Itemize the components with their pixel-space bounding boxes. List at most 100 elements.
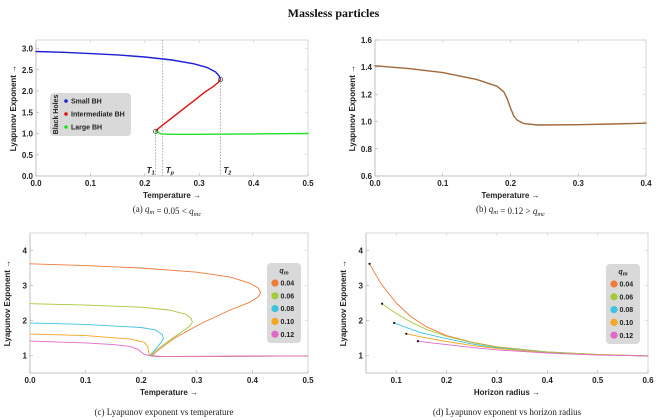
legend-title: Black Holes	[53, 95, 60, 135]
x-axis-label: Temperature →	[481, 191, 539, 200]
figure-caption: (c) Lyapunov exponent vs temperature	[95, 407, 234, 417]
series-line-small-bh	[35, 50, 222, 81]
y-tick-label: 3	[359, 282, 364, 291]
figure-caption: (b) qm = 0.12 > qmc	[476, 204, 545, 218]
y-tick-label: 4	[23, 247, 28, 256]
plot-frame	[29, 232, 309, 374]
legend-label: 0.12	[281, 332, 295, 339]
legend-label: 0.04	[281, 281, 295, 288]
series-line-0-06	[29, 303, 309, 358]
legend-swatch	[271, 292, 279, 300]
legend-title: qm	[618, 269, 627, 278]
legend-swatch	[271, 330, 279, 338]
y-axis-label: Lyapunov Exponent →	[9, 65, 18, 151]
y-tick-label: 1	[359, 352, 364, 361]
legend-swatch	[610, 306, 618, 314]
y-tick-label: 1.5	[22, 108, 34, 117]
marker-label-tp: Tp	[166, 166, 175, 177]
x-tick-label: 0.4	[247, 376, 259, 385]
series-start-point	[393, 321, 396, 325]
y-tick-label: 0.8	[361, 145, 373, 154]
legend-label: 0.10	[620, 320, 634, 327]
legend-swatch	[610, 280, 618, 288]
x-tick-label: 0.2	[505, 179, 517, 188]
x-tick-label: 0.2	[136, 376, 148, 385]
figure-caption: (d) Lyapunov exponent vs horizon radius	[433, 407, 582, 417]
series-start-point	[381, 302, 384, 305]
marker-label-t1: T1	[147, 166, 155, 177]
series-line-q-m-0-12	[374, 65, 647, 126]
x-tick-label: 0.0	[30, 179, 42, 188]
x-tick-label: 0.5	[302, 179, 314, 188]
x-tick-label: 0.1	[437, 179, 449, 188]
y-tick-label: 1.0	[361, 118, 373, 127]
legend-swatch	[610, 293, 618, 301]
x-tick-label: 0.5	[592, 376, 604, 385]
series-start-point	[405, 332, 408, 335]
series-line-0-12	[417, 340, 649, 357]
legend-qm: qm 0.04 0.06 0.08 0.10 0.12	[606, 264, 640, 344]
legend-label: Large BH	[71, 125, 102, 132]
x-axis-label: Temperature →	[143, 191, 201, 200]
y-tick-label: 0.5	[22, 151, 34, 160]
y-axis-label: Lyapunov Exponent →	[339, 260, 348, 346]
series-start-point	[416, 340, 419, 343]
legend-swatch	[64, 99, 68, 103]
y-tick-label: 0.0	[22, 172, 34, 181]
legend-black-holes: Black Holes Small BH Intermediate BH Large …	[50, 93, 131, 136]
x-tick-label: 0.5	[302, 376, 314, 385]
y-tick-label: 1.0	[22, 130, 34, 139]
chart-c: 0.0 0.1 0.2 0.3 0.4 0.5 1 2 3 4 Temperature → Lyapu…	[3, 232, 314, 417]
legend-box	[50, 93, 131, 136]
x-tick-label: 0.4	[640, 179, 652, 188]
chart-a: 0.0 0.1 0.2 0.3 0.4 0.5 0.0 0.5 1.0 1.5 2.0 2.5 3.0 T…	[9, 39, 314, 218]
legend-label: 0.12	[620, 333, 634, 340]
legend-swatch	[64, 112, 68, 116]
legend-label: 0.04	[620, 282, 634, 289]
legend-label: Small BH	[71, 99, 102, 106]
legend-label: Intermediate BH	[71, 112, 125, 119]
y-tick-label: 2	[359, 317, 364, 326]
figure-title: Massless particles	[287, 6, 380, 20]
series-line-0-08	[29, 322, 309, 358]
legend-title: qm	[279, 268, 288, 277]
x-axis-label: Horizon radius →	[474, 388, 540, 397]
x-tick-label: 0.1	[391, 376, 403, 385]
legend-swatch	[610, 331, 618, 339]
legend-label: 0.08	[620, 307, 634, 314]
series-line-0-10	[29, 333, 309, 358]
y-tick-label: 1	[23, 352, 28, 361]
series-line-0-12	[29, 340, 309, 357]
x-tick-label: 0.3	[573, 179, 585, 188]
x-tick-label: 0.1	[80, 376, 92, 385]
y-tick-label: 2	[23, 317, 28, 326]
y-tick-label: 4	[359, 247, 364, 256]
chart-b: 0.0 0.1 0.2 0.3 0.4 0.6 0.8 1.0 1.2 1.4 1.6 Tempera…	[348, 36, 652, 218]
legend-swatch	[271, 317, 279, 325]
critical-point-marker	[153, 128, 159, 134]
x-axis-label: Temperature →	[140, 388, 198, 397]
x-tick-label: 0.4	[542, 376, 554, 385]
legend-swatch	[271, 279, 279, 287]
x-tick-label: 0.2	[139, 179, 151, 188]
y-tick-label: 1.6	[361, 36, 373, 45]
plot-frame	[365, 232, 649, 374]
y-tick-label: 1.2	[361, 90, 373, 99]
series-line-intermediate-bh	[154, 78, 222, 133]
x-tick-label: 0.3	[191, 376, 203, 385]
marker-label-t2: T2	[223, 166, 231, 177]
y-axis-label: Lyapunov Exponent →	[348, 65, 357, 151]
x-tick-label: 0.1	[85, 179, 97, 188]
y-tick-label: 1.4	[361, 63, 373, 72]
x-tick-label: 0.2	[441, 376, 453, 385]
figure-caption: (a) qm = 0.05 < qmc	[133, 204, 202, 218]
x-tick-label: 0.3	[194, 179, 206, 188]
critical-point-marker	[217, 76, 223, 83]
legend-swatch	[64, 125, 68, 129]
y-tick-label: 3	[23, 282, 28, 291]
legend-label: 0.08	[281, 306, 295, 313]
x-tick-label: 0.6	[642, 376, 654, 385]
y-tick-label: 2.5	[22, 66, 34, 75]
x-tick-label: 0.0	[369, 179, 381, 188]
